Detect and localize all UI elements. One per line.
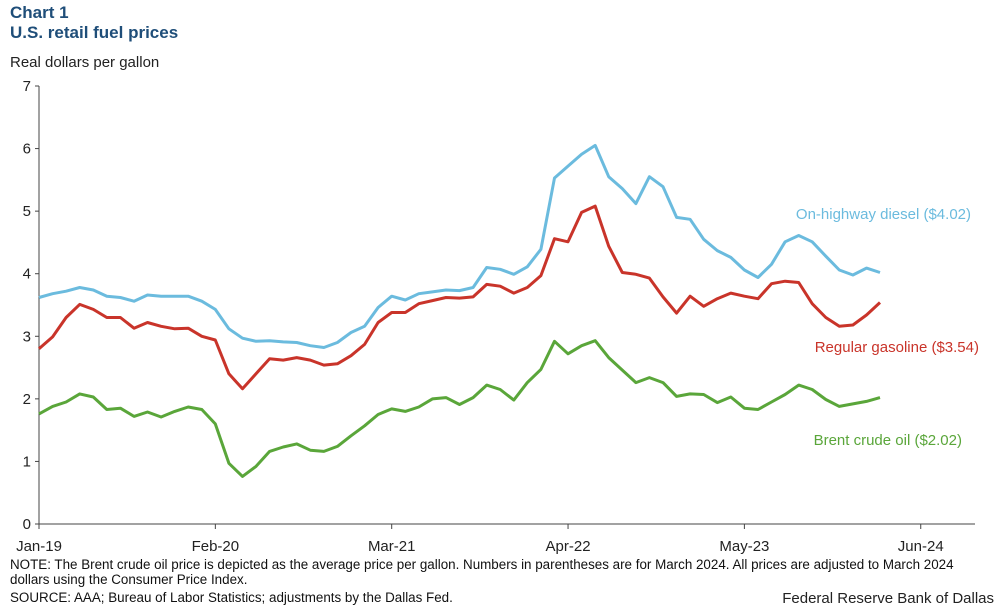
chart-note: NOTE: The Brent crude oil price is depic… xyxy=(10,557,954,587)
gasoline-line xyxy=(38,204,882,391)
series-label: Brent crude oil ($2.02) xyxy=(814,432,962,449)
y-tick-label: 0 xyxy=(23,516,31,533)
y-tick-label: 3 xyxy=(23,328,31,345)
x-tick-label: Jan-19 xyxy=(16,538,62,555)
series-label: On-highway diesel ($4.02) xyxy=(796,206,971,223)
chart-number: Chart 1 xyxy=(10,3,69,22)
axes: 0 1 2 3 4 5 6 7 Jan-19 Feb-20 Mar-21 Apr-22 May-23 Ju… xyxy=(16,78,975,555)
y-tick-label: 7 xyxy=(23,78,31,95)
y-tick-label: 2 xyxy=(23,391,31,408)
y-tick-label: 4 xyxy=(23,266,31,283)
brent-line xyxy=(38,339,881,478)
series-label: Regular gasoline ($3.54) xyxy=(815,339,979,356)
credit-line: Federal Reserve Bank of Dallas xyxy=(782,590,994,607)
x-tick-label: Jun-24 xyxy=(898,538,944,555)
x-tick-label: May-23 xyxy=(719,538,769,555)
series-labels: On-highway diesel ($4.02) Regular gasolin… xyxy=(796,206,979,449)
x-tick-label: Mar-21 xyxy=(368,538,416,555)
y-tick-label: 1 xyxy=(23,453,31,470)
y-axis-label: Real dollars per gallon xyxy=(10,54,160,71)
chart-title: U.S. retail fuel prices xyxy=(10,23,179,42)
diesel-line xyxy=(38,143,881,349)
chart-source: SOURCE: AAA; Bureau of Labor Statistics;… xyxy=(10,590,453,605)
y-tick-label: 5 xyxy=(23,203,31,220)
x-tick-label: Feb-20 xyxy=(192,538,240,555)
x-tick-label: Apr-22 xyxy=(546,538,591,555)
series-lines xyxy=(38,143,882,478)
y-tick-label: 6 xyxy=(23,141,31,158)
